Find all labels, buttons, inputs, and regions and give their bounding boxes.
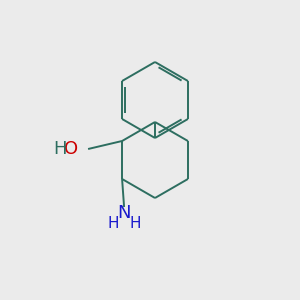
Text: H: H [129,217,141,232]
Text: H: H [54,140,67,158]
Text: O: O [64,140,78,158]
Text: N: N [117,204,131,222]
Text: H: H [107,217,119,232]
